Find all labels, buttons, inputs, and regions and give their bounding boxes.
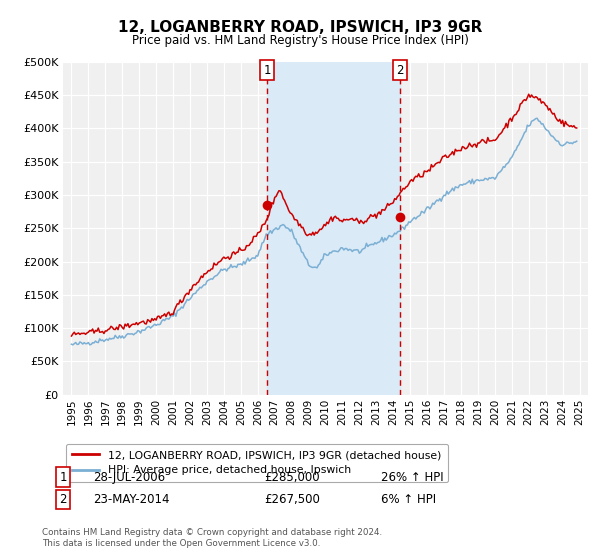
Text: 23-MAY-2014: 23-MAY-2014: [93, 493, 170, 506]
Bar: [268, 62, 400, 395]
Text: 1: 1: [59, 470, 67, 484]
Text: £285,000: £285,000: [264, 470, 320, 484]
Text: Price paid vs. HM Land Registry's House Price Index (HPI): Price paid vs. HM Land Registry's House …: [131, 34, 469, 46]
Text: 26% ↑ HPI: 26% ↑ HPI: [381, 470, 443, 484]
Legend: 12, LOGANBERRY ROAD, IPSWICH, IP3 9GR (detached house), HPI: Average price, deta: 12, LOGANBERRY ROAD, IPSWICH, IP3 9GR (d…: [66, 444, 448, 482]
Text: 2: 2: [396, 64, 404, 77]
Text: 1: 1: [263, 64, 271, 77]
Text: 28-JUL-2006: 28-JUL-2006: [93, 470, 165, 484]
Text: Contains HM Land Registry data © Crown copyright and database right 2024.
This d: Contains HM Land Registry data © Crown c…: [42, 528, 382, 548]
Text: 2: 2: [59, 493, 67, 506]
Text: £267,500: £267,500: [264, 493, 320, 506]
Text: 12, LOGANBERRY ROAD, IPSWICH, IP3 9GR: 12, LOGANBERRY ROAD, IPSWICH, IP3 9GR: [118, 20, 482, 35]
Text: 6% ↑ HPI: 6% ↑ HPI: [381, 493, 436, 506]
